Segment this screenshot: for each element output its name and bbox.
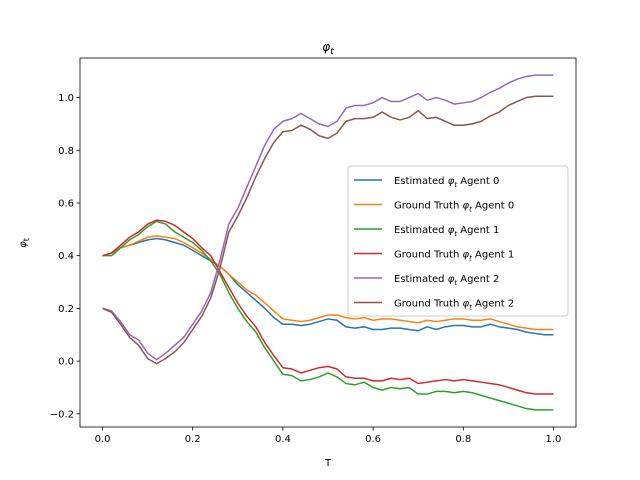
y-tick-label: 0.8 [58,146,74,157]
x-tick-label: 0.8 [455,434,471,445]
series-line-4 [102,74,554,361]
axes-frame [79,57,577,428]
series-line-3 [102,219,554,395]
x-tick-label: 0.4 [275,434,291,445]
legend-label-2: Estimated φt Agent 1 [394,225,499,238]
legend-label-4: Estimated φt Agent 2 [394,274,499,287]
series-line-5 [102,95,554,365]
x-axis: 0.0 0.2 0.4 0.6 0.8 1.0 [95,427,562,445]
legend-label-3: Ground Truth φt Agent 1 [394,250,514,263]
series-line-1 [102,235,554,331]
legend: Estimated φt Agent 0 Ground Truth φt Agen… [347,165,569,317]
x-axis-label: T [324,458,332,469]
x-tick-label: 1.0 [546,434,562,445]
y-tick-label: 0.4 [58,251,74,262]
y-axis-label: φt [18,238,31,248]
y-tick-label: 1.0 [58,93,74,104]
y-axis: −0.2 0.0 0.2 0.4 0.6 0.8 1.0 [50,93,80,420]
series-layer [102,74,554,411]
x-tick-label: 0.6 [365,434,381,445]
series-line-0 [102,237,554,336]
x-tick-label: 0.0 [95,434,111,445]
legend-label-5: Ground Truth φt Agent 2 [394,299,514,312]
legend-label-1: Ground Truth φt Agent 0 [394,201,514,214]
y-tick-label: −0.2 [50,409,74,420]
chart-title: φt [322,40,334,57]
plot-area [79,57,577,428]
legend-label-0: Estimated φt Agent 0 [394,176,499,189]
series-line-2 [102,220,554,411]
y-tick-label: 0.2 [58,304,74,315]
y-tick-label: 0.6 [58,198,74,209]
legend-box [347,165,569,317]
x-tick-label: 0.2 [185,434,201,445]
y-tick-label: 0.0 [58,357,74,368]
